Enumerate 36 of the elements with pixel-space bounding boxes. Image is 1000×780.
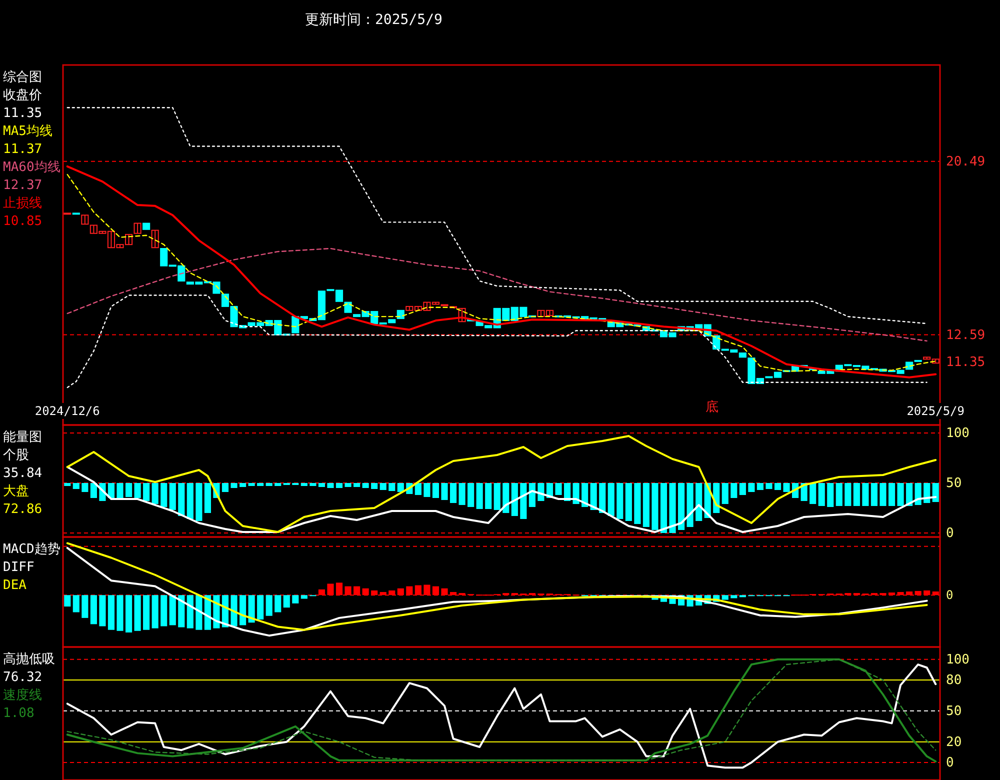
- text: 11.35: [3, 106, 42, 121]
- y-tick-label: 100: [946, 426, 970, 441]
- chart-title: 更新时间：2025/5/9: [305, 12, 442, 28]
- y-tick-label: 20: [946, 734, 962, 750]
- y-tick-label: 50: [946, 704, 962, 719]
- text: 大盘: [3, 484, 29, 499]
- x-tick-label: 2025/5/9: [906, 404, 965, 418]
- text: DEA: [3, 578, 27, 593]
- text: 35.84: [3, 466, 42, 481]
- text: 12.37: [3, 178, 42, 193]
- y-tick-label: 50: [946, 476, 962, 491]
- y-tick-label: 12.59: [946, 328, 986, 343]
- text: 高抛低吸: [3, 651, 55, 667]
- legend-title: MACD趋势: [3, 542, 60, 557]
- text: 72.86: [3, 502, 42, 517]
- text: 速度线: [3, 687, 42, 703]
- y-tick-label: 80: [946, 672, 962, 688]
- y-tick-label: 100: [946, 652, 970, 668]
- text: 76.32: [3, 670, 42, 685]
- text: MA5均线: [3, 124, 52, 139]
- y-tick-label: 20.49: [946, 154, 986, 170]
- text: DIFF: [3, 560, 34, 575]
- text: 收盘价: [3, 88, 42, 103]
- text: 止损线: [3, 196, 42, 211]
- y-tick-label: 0: [946, 755, 954, 770]
- text: 个股: [3, 448, 29, 463]
- text: 10.85: [3, 214, 42, 229]
- legend-title: 综合图: [3, 70, 42, 85]
- text: MA60均线: [3, 160, 60, 175]
- y-tick-label: 11.35: [946, 355, 986, 370]
- x-tick-label: 2024/12/6: [34, 404, 100, 418]
- y-tick-label: 0: [946, 526, 954, 541]
- text: 11.37: [3, 142, 42, 157]
- annotation: 底: [705, 400, 718, 415]
- legend-title: 能量图: [3, 430, 42, 445]
- text: 1.08: [3, 706, 34, 721]
